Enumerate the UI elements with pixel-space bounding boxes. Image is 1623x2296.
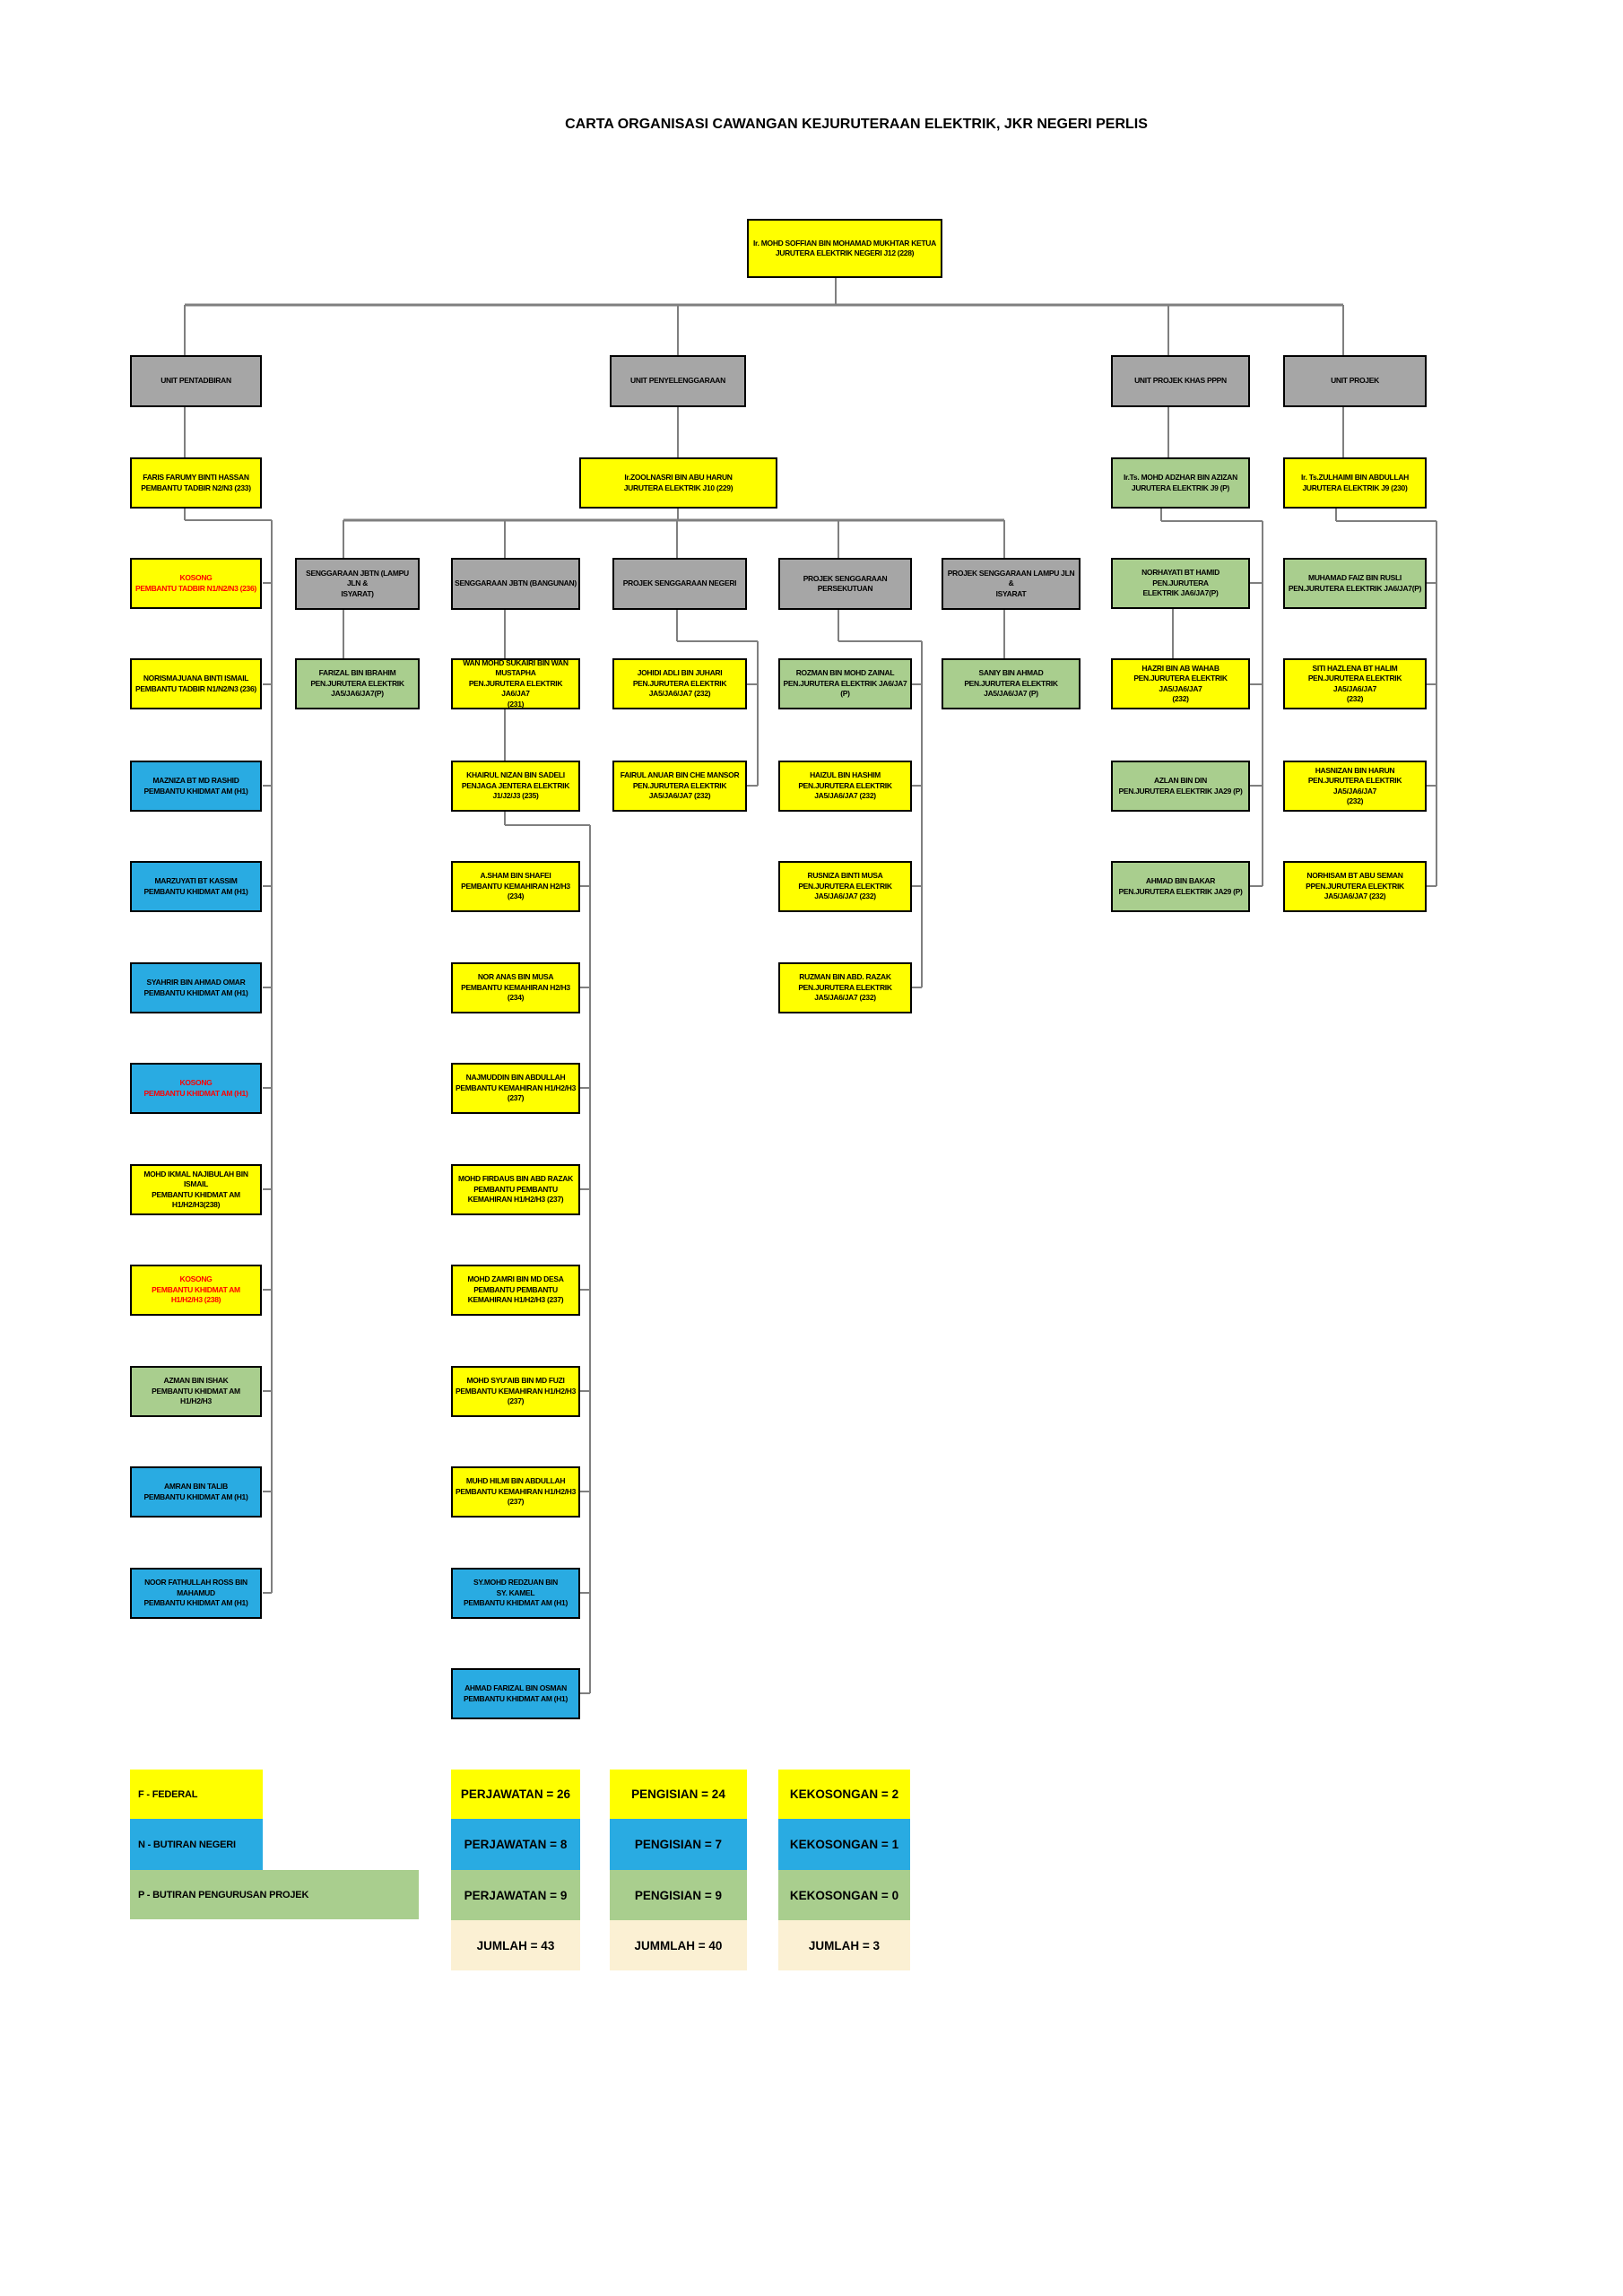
org-box-wan-mohd-sukairi: WAN MOHD SUKAIRI BIN WAN MUSTAPHA PEN.JU… [451, 658, 580, 709]
org-box-nor-anas: NOR ANAS BIN MUSA PEMBANTU KEMAHIRAN H2/… [451, 962, 580, 1013]
org-box-ketua-jurutera: Ir. MOHD SOFFIAN BIN MOHAMAD MUKHTAR KET… [747, 219, 942, 278]
legend-federal: F - FEDERAL [130, 1770, 263, 1819]
org-box-mohd-zamri: MOHD ZAMRI BIN MD DESA PEMBANTU PEMBANTU… [451, 1265, 580, 1316]
org-box-syahrir: SYAHRIR BIN AHMAD OMAR PEMBANTU KHIDMAT … [130, 962, 262, 1013]
org-box-hazri-ab-wahab: HAZRI BIN AB WAHAB PEN.JURUTERA ELEKTRIK… [1111, 658, 1250, 709]
stat-perjawatan-federal: PERJAWATAN = 26 [451, 1770, 580, 1819]
stat-perjawatan-projek: PERJAWATAN = 9 [451, 1870, 580, 1920]
org-box-senggaraan-jbtn-bangunan: SENGGARAAN JBTN (BANGUNAN) [451, 558, 580, 610]
org-box-projek-senggaraan-negeri: PROJEK SENGGARAAN NEGERI [612, 558, 747, 610]
org-box-rusniza-musa: RUSNIZA BINTI MUSA PEN.JURUTERA ELEKTRIK… [778, 861, 912, 912]
org-box-norhayati: NORHAYATI BT HAMID PEN.JURUTERA ELEKTRIK… [1111, 558, 1250, 609]
legend-butiran-pengurusan-projek: P - BUTIRAN PENGURUSAN PROJEK [130, 1870, 419, 1919]
stat-jumlah-perjawatan: JUMLAH = 43 [451, 1920, 580, 1970]
org-box-senggaraan-jbtn-lampu: SENGGARAAN JBTN (LAMPU JLN & ISYARAT) [295, 558, 420, 610]
org-box-mohd-adzhar: Ir.Ts. MOHD ADZHAR BIN AZIZAN JURUTERA E… [1111, 457, 1250, 509]
stat-kekosongan-negeri: KEKOSONGAN = 1 [778, 1819, 910, 1870]
org-box-azman-ishak: AZMAN BIN ISHAK PEMBANTU KHIDMAT AM H1/H… [130, 1366, 262, 1417]
org-box-kosong-khidmat-1: KOSONG PEMBANTU KHIDMAT AM (H1) [130, 1063, 262, 1114]
org-box-mazniza: MAZNIZA BT MD RASHID PEMBANTU KHIDMAT AM… [130, 761, 262, 812]
stat-perjawatan-negeri: PERJAWATAN = 8 [451, 1819, 580, 1870]
org-box-mohd-firdaus: MOHD FIRDAUS BIN ABD RAZAK PEMBANTU PEMB… [451, 1164, 580, 1215]
org-box-amran-talib: AMRAN BIN TALIB PEMBANTU KHIDMAT AM (H1) [130, 1466, 262, 1518]
org-box-projek-senggaraan-persekutuan: PROJEK SENGGARAAN PERSEKUTUAN [778, 558, 912, 610]
stat-pengisian-negeri: PENGISIAN = 7 [610, 1819, 747, 1870]
org-box-mohd-ikmal: MOHD IKMAL NAJIBULAH BIN ISMAIL PEMBANTU… [130, 1164, 262, 1215]
stat-jumlah-pengisian: JUMMLAH = 40 [610, 1920, 747, 1970]
org-box-zoolnasri: Ir.ZOOLNASRI BIN ABU HARUN JURUTERA ELEK… [579, 457, 777, 509]
org-box-siti-hazlena: SITI HAZLENA BT HALIM PEN.JURUTERA ELEKT… [1283, 658, 1427, 709]
org-box-norismajuana: NORISMAJUANA BINTI ISMAIL PEMBANTU TADBI… [130, 658, 262, 709]
org-box-kosong-khidmat-2: KOSONG PEMBANTU KHIDMAT AM H1/H2/H3 (238… [130, 1265, 262, 1316]
org-box-sy-mohd-redzuan: SY.MOHD REDZUAN BIN SY. KAMEL PEMBANTU K… [451, 1568, 580, 1619]
org-box-unit-pentadbiran: UNIT PENTADBIRAN [130, 355, 262, 407]
org-box-norhisam: NORHISAM BT ABU SEMAN PPEN.JURUTERA ELEK… [1283, 861, 1427, 912]
org-box-farizal-ibrahim: FARIZAL BIN IBRAHIM PEN.JURUTERA ELEKTRI… [295, 658, 420, 709]
org-box-zulhaimi: Ir. Ts.ZULHAIMI BIN ABDULLAH JURUTERA EL… [1283, 457, 1427, 509]
org-box-muhamad-faiz: MUHAMAD FAIZ BIN RUSLI PEN.JURUTERA ELEK… [1283, 558, 1427, 609]
org-box-projek-senggaraan-lampu: PROJEK SENGGARAAN LAMPU JLN & ISYARAT [942, 558, 1081, 610]
org-box-najmuddin: NAJMUDDIN BIN ABDULLAH PEMBANTU KEMAHIRA… [451, 1063, 580, 1114]
page-title: CARTA ORGANISASI CAWANGAN KEJURUTERAAN E… [565, 117, 1148, 132]
org-box-unit-projek: UNIT PROJEK [1283, 355, 1427, 407]
org-box-muhd-hilmi: MUHD HILMI BIN ABDULLAH PEMBANTU KEMAHIR… [451, 1466, 580, 1518]
org-box-ahmad-farizal: AHMAD FARIZAL BIN OSMAN PEMBANTU KHIDMAT… [451, 1668, 580, 1719]
org-box-saniy-ahmad: SANIY BIN AHMAD PEN.JURUTERA ELEKTRIK JA… [942, 658, 1081, 709]
org-box-unit-penyelenggaraan: UNIT PENYELENGGARAAN [610, 355, 746, 407]
stat-kekosongan-projek: KEKOSONGAN = 0 [778, 1870, 910, 1920]
org-box-kosong-tadbir: KOSONG PEMBANTU TADBIR N1/N2/N3 (236) [130, 558, 262, 609]
org-box-a-sham-shafei: A.SHAM BIN SHAFEI PEMBANTU KEMAHIRAN H2/… [451, 861, 580, 912]
org-box-haizul-hashim: HAIZUL BIN HASHIM PEN.JURUTERA ELEKTRIK … [778, 761, 912, 812]
org-box-azlan-din: AZLAN BIN DIN PEN.JURUTERA ELEKTRIK JA29… [1111, 761, 1250, 812]
org-box-ahmad-bakar: AHMAD BIN BAKAR PEN.JURUTERA ELEKTRIK JA… [1111, 861, 1250, 912]
org-box-unit-projek-khas-pppn: UNIT PROJEK KHAS PPPN [1111, 355, 1250, 407]
org-box-khairul-nizan: KHAIRUL NIZAN BIN SADELI PENJAGA JENTERA… [451, 761, 580, 812]
stat-kekosongan-federal: KEKOSONGAN = 2 [778, 1770, 910, 1819]
org-box-noor-fathullah: NOOR FATHULLAH ROSS BIN MAHAMUD PEMBANTU… [130, 1568, 262, 1619]
stat-pengisian-federal: PENGISIAN = 24 [610, 1770, 747, 1819]
org-box-marzuyati: MARZUYATI BT KASSIM PEMBANTU KHIDMAT AM … [130, 861, 262, 912]
org-box-fairul-anuar: FAIRUL ANUAR BIN CHE MANSOR PEN.JURUTERA… [612, 761, 747, 812]
org-box-faris-farumy: FARIS FARUMY BINTI HASSAN PEMBANTU TADBI… [130, 457, 262, 509]
stat-jumlah-kekosongan: JUMLAH = 3 [778, 1920, 910, 1970]
org-box-johidi-adli: JOHIDI ADLI BIN JUHARI PEN.JURUTERA ELEK… [612, 658, 747, 709]
legend-butiran-negeri: N - BUTIRAN NEGERI [130, 1819, 263, 1870]
org-box-hasnizan-harun: HASNIZAN BIN HARUN PEN.JURUTERA ELEKTRIK… [1283, 761, 1427, 812]
stat-pengisian-projek: PENGISIAN = 9 [610, 1870, 747, 1920]
org-box-rozman-zainal: ROZMAN BIN MOHD ZAINAL PEN.JURUTERA ELEK… [778, 658, 912, 709]
org-box-ruzman-razak: RUZMAN BIN ABD. RAZAK PEN.JURUTERA ELEKT… [778, 962, 912, 1013]
org-box-mohd-syuaib: MOHD SYU'AIB BIN MD FUZI PEMBANTU KEMAHI… [451, 1366, 580, 1417]
